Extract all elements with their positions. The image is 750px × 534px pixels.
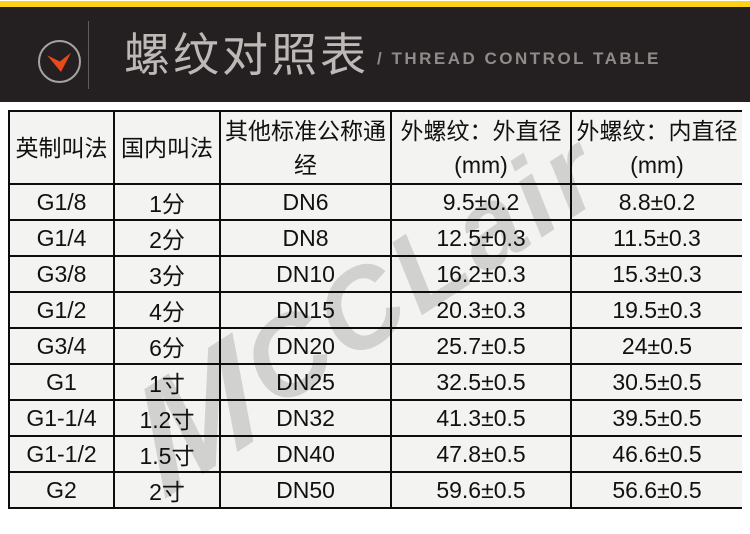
table-row: G1 1寸 DN25 32.5±0.5 30.5±0.5 <box>8 363 742 401</box>
table-cell: G1/8 <box>8 183 115 221</box>
table-cell: DN50 <box>219 471 392 509</box>
table-cell: G1/4 <box>8 219 115 257</box>
table-cell: 2分 <box>113 219 221 257</box>
table-cell: G3/4 <box>8 327 115 365</box>
table-cell: 11.5±0.3 <box>570 219 742 257</box>
table-row: G3/4 6分 DN20 25.7±0.5 24±0.5 <box>8 327 742 365</box>
table-cell: DN10 <box>219 255 392 293</box>
top-accent-bar <box>0 1 750 7</box>
table-cell: 3分 <box>113 255 221 293</box>
table-cell: 19.5±0.3 <box>570 291 742 329</box>
page-header: 螺纹对照表 / THREAD CONTROL TABLE <box>0 7 750 102</box>
table-cell: 20.3±0.3 <box>390 291 572 329</box>
table-cell: 59.6±0.5 <box>390 471 572 509</box>
table-row: G3/8 3分 DN10 16.2±0.3 15.3±0.3 <box>8 255 742 293</box>
page-title: 螺纹对照表 <box>124 29 369 81</box>
header-divider <box>88 21 89 89</box>
table-cell: DN20 <box>219 327 392 365</box>
down-arrow-badge <box>38 40 81 83</box>
table-cell: 41.3±0.5 <box>390 399 572 437</box>
table-cell: 32.5±0.5 <box>390 363 572 401</box>
table-cell: G1/2 <box>8 291 115 329</box>
table-cell: 56.6±0.5 <box>570 471 742 509</box>
table-cell: DN32 <box>219 399 392 437</box>
table-cell: 1分 <box>113 183 221 221</box>
table-cell: DN8 <box>219 219 392 257</box>
table-cell: 30.5±0.5 <box>570 363 742 401</box>
table-cell: DN6 <box>219 183 392 221</box>
table-cell: 12.5±0.3 <box>390 219 572 257</box>
table-cell: G3/8 <box>8 255 115 293</box>
table-row: G1/2 4分 DN15 20.3±0.3 19.5±0.3 <box>8 291 742 329</box>
table-cell: 1.5寸 <box>113 435 221 473</box>
table-cell: 16.2±0.3 <box>390 255 572 293</box>
table-row: G1/8 1分 DN6 9.5±0.2 8.8±0.2 <box>8 183 742 221</box>
table-cell: 39.5±0.5 <box>570 399 742 437</box>
thread-table-zone: M CCLair 英制叫法 国内叫法 其他标准公称通经 外螺纹：外直径 (mm)… <box>8 110 742 509</box>
table-row: G2 2寸 DN50 59.6±0.5 56.6±0.5 <box>8 471 742 509</box>
table-cell: 1.2寸 <box>113 399 221 437</box>
table-cell: DN25 <box>219 363 392 401</box>
table-cell: 25.7±0.5 <box>390 327 572 365</box>
down-arrow-icon <box>46 52 71 72</box>
table-cell: 46.6±0.5 <box>570 435 742 473</box>
table-cell: G1-1/4 <box>8 399 115 437</box>
table-cell: 15.3±0.3 <box>570 255 742 293</box>
table-cell: 8.8±0.2 <box>570 183 742 221</box>
page-subtitle: / THREAD CONTROL TABLE <box>377 49 661 68</box>
table-row: G1/4 2分 DN8 12.5±0.3 11.5±0.3 <box>8 219 742 257</box>
column-header-imperial: 英制叫法 <box>8 110 115 185</box>
table-cell: 47.8±0.5 <box>390 435 572 473</box>
table-cell: 9.5±0.2 <box>390 183 572 221</box>
table-cell: 6分 <box>113 327 221 365</box>
table-cell: DN40 <box>219 435 392 473</box>
table-cell: G1 <box>8 363 115 401</box>
table-cell: G2 <box>8 471 115 509</box>
column-header-outer-diameter: 外螺纹：外直径 (mm) <box>390 110 572 185</box>
table-row: G1-1/2 1.5寸 DN40 47.8±0.5 46.6±0.5 <box>8 435 742 473</box>
table-cell: 2寸 <box>113 471 221 509</box>
table-cell: 4分 <box>113 291 221 329</box>
column-header-domestic: 国内叫法 <box>113 110 221 185</box>
table-header-row: 英制叫法 国内叫法 其他标准公称通经 外螺纹：外直径 (mm) 外螺纹：内直径 … <box>8 110 742 185</box>
column-header-inner-diameter: 外螺纹：内直径 (mm) <box>570 110 742 185</box>
table-cell: DN15 <box>219 291 392 329</box>
table-body: G1/8 1分 DN6 9.5±0.2 8.8±0.2 G1/4 2分 DN8 12.5±0.3… <box>8 183 742 509</box>
column-header-nominal: 其他标准公称通经 <box>219 110 392 185</box>
table-cell: G1-1/2 <box>8 435 115 473</box>
table-row: G1-1/4 1.2寸 DN32 41.3±0.5 39.5±0.5 <box>8 399 742 437</box>
thread-control-table: 英制叫法 国内叫法 其他标准公称通经 外螺纹：外直径 (mm) 外螺纹：内直径 … <box>8 110 742 509</box>
table-cell: 24±0.5 <box>570 327 742 365</box>
table-cell: 1寸 <box>113 363 221 401</box>
